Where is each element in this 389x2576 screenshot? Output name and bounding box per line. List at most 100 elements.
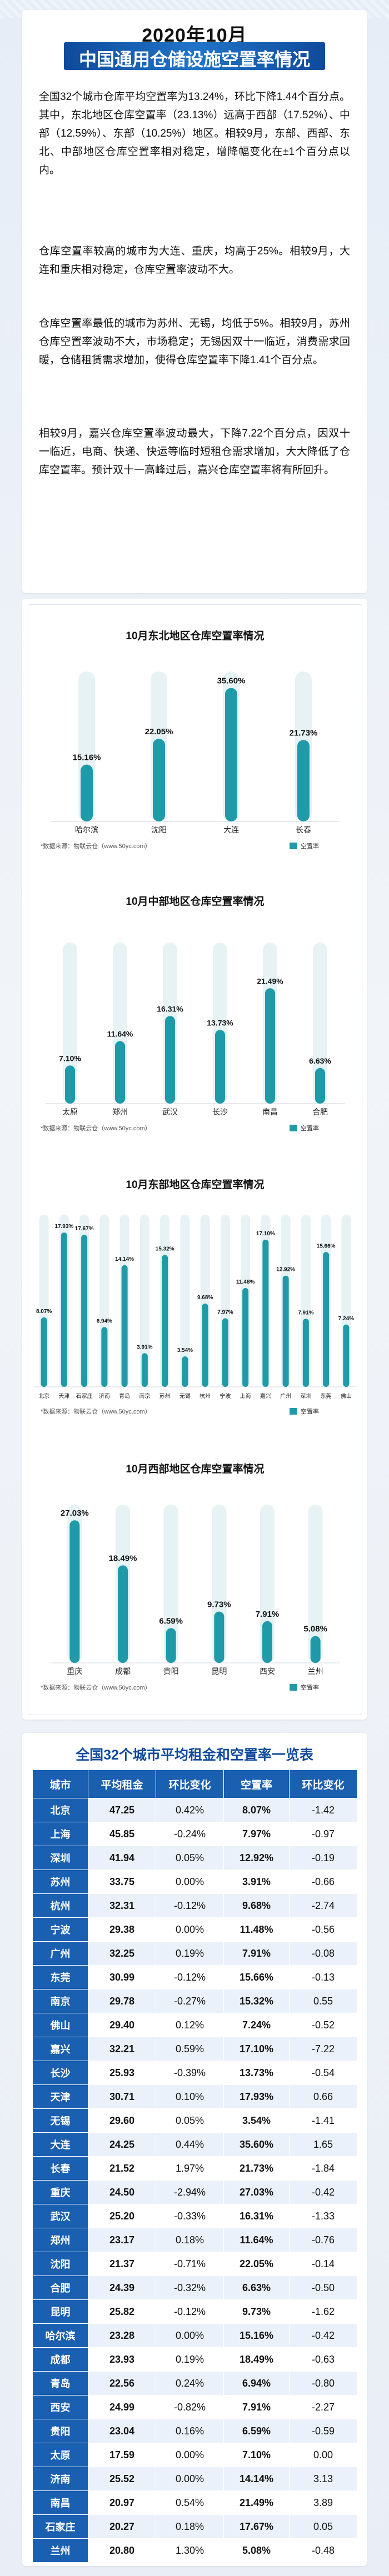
bar: [65, 1065, 75, 1104]
cell-city: 北京: [32, 1798, 88, 1822]
category-label: 武汉: [162, 1107, 178, 1116]
cell-city: 石家庄: [32, 2514, 88, 2539]
cell-vacancy: 15.32%: [223, 1989, 290, 2013]
cell-rent-change: -0.33%: [156, 2204, 224, 2228]
bar: [41, 1317, 47, 1387]
cell-rent-change: 0.00%: [156, 1870, 224, 1894]
data-label: 7.91%: [256, 1610, 280, 1619]
legend-label: 空置率: [301, 1407, 319, 1415]
table-row: 杭州 32.31 -0.12% 9.68% -2.74: [32, 1893, 357, 1918]
cell-rent: 29.60: [88, 2108, 156, 2133]
cell-city: 东莞: [32, 1965, 88, 1989]
cell-city: 佛山: [32, 2013, 88, 2037]
data-label: 9.68%: [197, 1295, 213, 1301]
cell-vacancy-change: -1.84: [289, 2156, 357, 2181]
cell-rent: 45.85: [88, 1822, 156, 1846]
cell-rent: 41.94: [88, 1846, 156, 1870]
cell-city: 太原: [32, 2443, 88, 2467]
cell-vacancy-change: -0.08: [289, 1941, 357, 1966]
cell-vacancy-change: -2.27: [289, 2395, 357, 2419]
cell-rent: 29.40: [88, 2013, 156, 2037]
table-row: 嘉兴 32.21 0.59% 17.10% -7.22: [32, 2037, 357, 2061]
bar-track: [163, 1505, 178, 1663]
bar: [214, 1611, 225, 1663]
cell-city: 苏州: [32, 1870, 88, 1894]
cell-vacancy-change: -0.80: [289, 2371, 357, 2395]
legend-swatch: [290, 1684, 297, 1691]
cell-rent-change: 1.30%: [156, 2538, 224, 2563]
bar: [69, 1520, 80, 1663]
main-title: 中国通用仓储设施空置率情况: [78, 49, 310, 69]
cell-vacancy: 17.67%: [223, 2514, 290, 2539]
cell-city: 广州: [32, 1941, 88, 1966]
cell-rent: 24.99: [88, 2395, 156, 2419]
cell-rent: 32.31: [88, 1893, 156, 1918]
table-row: 广州 32.25 0.19% 7.91% -0.08: [32, 1941, 357, 1966]
category-label: 郑州: [112, 1107, 128, 1116]
cell-city: 无锡: [32, 2108, 88, 2133]
data-label: 27.03%: [61, 1508, 89, 1518]
cell-vacancy-change: -1.33: [289, 2204, 357, 2228]
cell-rent-change: -0.32%: [156, 2276, 224, 2300]
cell-rent-change: -0.39%: [156, 2061, 224, 2085]
cell-rent: 32.25: [88, 1941, 156, 1966]
bar: [297, 740, 310, 821]
cell-vacancy-change: -0.56: [289, 1917, 357, 1942]
table-row: 昆明 25.82 -0.12% 9.73% -1.62: [32, 2299, 357, 2324]
category-label: 济南: [99, 1392, 110, 1400]
cell-vacancy-change: -0.54: [289, 2061, 357, 2085]
table-row: 东莞 30.99 -0.12% 15.66% -0.13: [32, 1965, 357, 1989]
cell-rent: 25.52: [88, 2467, 156, 2491]
cell-rent-change: 0.19%: [156, 1941, 224, 1966]
cell-rent-change: 0.44%: [156, 2132, 224, 2157]
cell-vacancy-change: -1.41: [289, 2108, 357, 2133]
cell-vacancy: 21.73%: [223, 2156, 290, 2181]
cell-rent-change: 0.42%: [156, 1798, 224, 1822]
cell-vacancy-change: -0.19: [289, 1846, 357, 1870]
cell-rent: 24.25: [88, 2132, 156, 2157]
cell-city: 郑州: [32, 2228, 88, 2252]
cell-rent-change: -0.12%: [156, 1893, 224, 1918]
table-row: 北京 47.25 0.42% 8.07% -1.42: [32, 1798, 357, 1822]
column-header-vacancy-change: 环比变化: [289, 1770, 357, 1798]
category-label: 合肥: [312, 1107, 328, 1116]
cell-vacancy: 3.54%: [223, 2108, 290, 2133]
intro-paragraph-2: 仓库空置率较高的城市为大连、重庆，均高于25%。相较9月，大连和重庆相对稳定，仓…: [39, 245, 350, 275]
cell-rent: 23.04: [88, 2419, 156, 2443]
bar: [242, 1288, 249, 1387]
cell-city: 合肥: [32, 2276, 88, 2300]
cell-vacancy: 7.91%: [223, 1941, 290, 1966]
cell-vacancy-change: -1.42: [289, 1798, 357, 1822]
table-row: 南昌 20.97 0.54% 21.49% 3.89: [32, 2490, 357, 2515]
cell-rent: 25.93: [88, 2061, 156, 2085]
cell-vacancy-change: -0.14: [289, 2252, 357, 2276]
bar: [343, 1324, 350, 1387]
legend-swatch: [290, 1125, 297, 1131]
data-label: 17.10%: [256, 1231, 275, 1237]
table-row: 南京 29.78 -0.27% 15.32% 0.55: [32, 1989, 357, 2013]
data-label: 35.60%: [217, 676, 246, 686]
cell-rent-change: 0.00%: [156, 2443, 224, 2467]
cell-vacancy: 27.03%: [223, 2180, 290, 2204]
cell-rent-change: -0.12%: [156, 1965, 224, 1989]
cell-rent-change: -0.71%: [156, 2252, 224, 2276]
category-label: 佛山: [341, 1392, 352, 1400]
category-label: 沈阳: [151, 825, 167, 834]
cell-rent: 24.50: [88, 2180, 156, 2204]
central-chart: 10月中部地区仓库空置率情况 7.10% 太原 11.64% 郑州 16.31% 武汉 13.…: [41, 895, 345, 1132]
cell-vacancy: 22.05%: [223, 2252, 290, 2276]
cell-vacancy-change: 0.05: [289, 2514, 357, 2539]
category-label: 无锡: [179, 1392, 191, 1400]
data-label: 17.67%: [75, 1226, 94, 1232]
cell-vacancy: 16.31%: [223, 2204, 290, 2228]
source-note: *数据来源：物联云仓（www.50yc.com）: [41, 1124, 151, 1132]
cell-vacancy: 9.68%: [223, 1893, 290, 1918]
cell-city: 西安: [32, 2395, 88, 2419]
category-label: 石家庄: [76, 1392, 93, 1400]
data-label: 11.64%: [107, 1029, 133, 1038]
data-label: 6.63%: [309, 1056, 331, 1065]
cell-rent: 21.52: [88, 2156, 156, 2181]
bar-track: [180, 1215, 190, 1387]
cell-vacancy: 11.48%: [223, 1917, 290, 1942]
